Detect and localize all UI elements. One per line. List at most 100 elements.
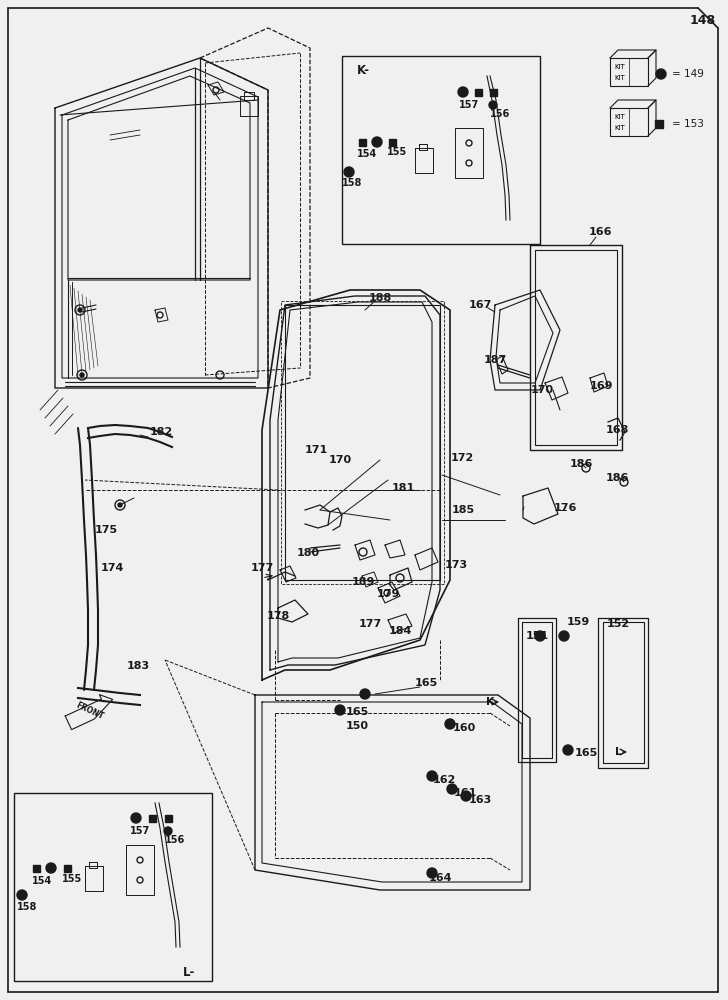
Text: 154: 154: [32, 876, 52, 886]
Text: 189: 189: [352, 577, 375, 587]
Text: 174: 174: [100, 563, 124, 573]
Circle shape: [427, 771, 437, 781]
Text: KIT: KIT: [614, 64, 625, 70]
Text: 164: 164: [428, 873, 452, 883]
Text: 181: 181: [392, 483, 415, 493]
Circle shape: [164, 827, 172, 835]
Bar: [342, 56, 540, 244]
Text: 173: 173: [444, 560, 467, 570]
Text: 187: 187: [483, 355, 507, 365]
Circle shape: [118, 503, 122, 507]
Text: 176: 176: [553, 503, 577, 513]
Text: 171: 171: [304, 445, 328, 455]
Text: 186: 186: [605, 473, 629, 483]
Circle shape: [445, 719, 455, 729]
Text: KIT: KIT: [614, 125, 625, 131]
Text: FRONT: FRONT: [75, 701, 106, 721]
Text: 177: 177: [358, 619, 381, 629]
Text: 156: 156: [490, 109, 510, 119]
Text: KIT: KIT: [614, 114, 625, 120]
Bar: [475, 89, 481, 96]
Text: 165: 165: [575, 748, 598, 758]
Bar: [240, 96, 258, 116]
Circle shape: [131, 813, 141, 823]
Bar: [63, 864, 71, 871]
Bar: [281, 301, 444, 584]
Text: 155: 155: [387, 147, 407, 157]
Circle shape: [17, 890, 27, 900]
Circle shape: [461, 791, 471, 801]
Text: 175: 175: [95, 525, 117, 535]
Bar: [610, 108, 648, 136]
Circle shape: [80, 373, 84, 377]
Text: = 149: = 149: [672, 69, 704, 79]
Bar: [14, 793, 212, 981]
Circle shape: [78, 308, 82, 312]
Text: 170: 170: [531, 385, 553, 395]
Text: L: L: [614, 747, 622, 757]
Text: 148: 148: [690, 13, 716, 26]
Text: K: K: [486, 697, 494, 707]
Text: 165: 165: [346, 707, 369, 717]
Circle shape: [344, 167, 354, 177]
Text: 188: 188: [368, 293, 392, 303]
Text: 158: 158: [17, 902, 37, 912]
Text: 154: 154: [357, 149, 377, 159]
Circle shape: [458, 87, 468, 97]
Text: 184: 184: [388, 626, 412, 636]
Text: 177: 177: [250, 563, 274, 573]
Text: 168: 168: [605, 425, 629, 435]
Bar: [389, 138, 395, 145]
Bar: [489, 89, 496, 96]
Bar: [126, 845, 154, 895]
Text: 165: 165: [414, 678, 438, 688]
Text: 161: 161: [454, 788, 478, 798]
Text: 163: 163: [469, 795, 492, 805]
Bar: [358, 138, 365, 145]
Text: 183: 183: [127, 661, 149, 671]
Text: 160: 160: [453, 723, 476, 733]
Text: K-: K-: [357, 64, 370, 78]
Text: 179: 179: [376, 589, 400, 599]
Circle shape: [335, 705, 345, 715]
Text: 185: 185: [451, 505, 475, 515]
Circle shape: [372, 137, 382, 147]
Circle shape: [360, 689, 370, 699]
Bar: [33, 864, 39, 871]
Circle shape: [427, 868, 437, 878]
Text: 157: 157: [130, 826, 150, 836]
Text: = 153: = 153: [672, 119, 704, 129]
Bar: [455, 128, 483, 178]
Circle shape: [489, 101, 497, 109]
Text: 156: 156: [165, 835, 185, 845]
Circle shape: [447, 784, 457, 794]
Text: 155: 155: [62, 874, 82, 884]
Circle shape: [563, 745, 573, 755]
Text: KIT: KIT: [614, 75, 625, 81]
Text: 170: 170: [328, 455, 352, 465]
Text: 182: 182: [150, 427, 173, 437]
Circle shape: [559, 631, 569, 641]
Text: 152: 152: [606, 619, 630, 629]
Bar: [610, 58, 648, 86]
Text: 180: 180: [296, 548, 320, 558]
Text: 178: 178: [266, 611, 290, 621]
Circle shape: [46, 863, 56, 873]
Text: 172: 172: [451, 453, 474, 463]
Bar: [244, 92, 254, 100]
Text: 158: 158: [342, 178, 363, 188]
Bar: [655, 120, 663, 128]
Text: 157: 157: [459, 100, 479, 110]
Bar: [149, 814, 156, 822]
Text: L-: L-: [183, 966, 195, 978]
Text: 166: 166: [588, 227, 612, 237]
Bar: [285, 305, 440, 580]
Circle shape: [656, 69, 666, 79]
Text: 151: 151: [526, 631, 549, 641]
Text: 186: 186: [569, 459, 593, 469]
Text: 169: 169: [589, 381, 613, 391]
Bar: [165, 814, 172, 822]
Text: 167: 167: [468, 300, 491, 310]
Text: 159: 159: [566, 617, 590, 627]
Text: 150: 150: [346, 721, 369, 731]
